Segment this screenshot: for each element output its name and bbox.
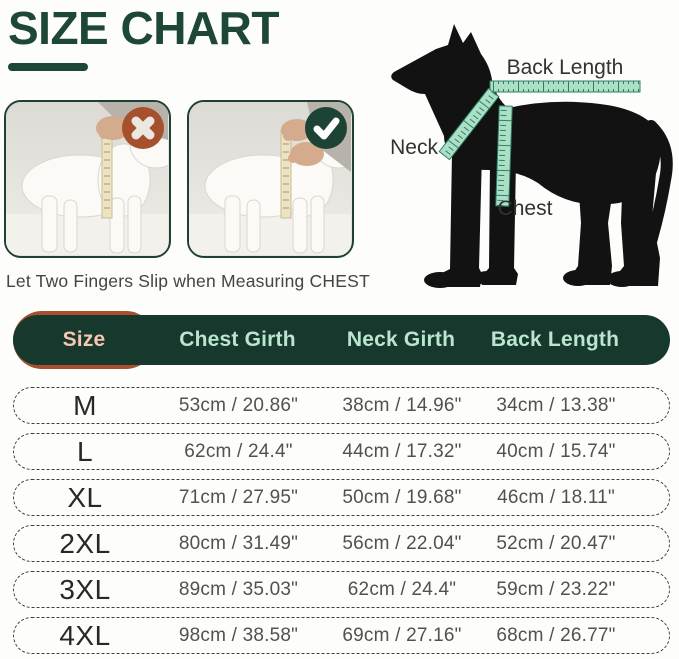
- header-back-length: Back Length: [490, 328, 620, 351]
- chest-tape: [495, 105, 513, 207]
- measuring-caption: Let Two Fingers Slip when Measuring CHES…: [6, 271, 370, 291]
- cell-neck-girth: 56cm / 22.04": [342, 532, 462, 554]
- title-underline: [8, 63, 88, 71]
- table-header: Size Chest Girth Neck Girth Back Length: [13, 311, 670, 369]
- cell-size: 4XL: [59, 619, 111, 651]
- neck-label: Neck: [390, 136, 438, 159]
- cell-size: 2XL: [59, 527, 111, 559]
- cell-back-length: 40cm / 15.74": [496, 440, 616, 462]
- cell-neck-girth: 44cm / 17.32": [342, 440, 462, 462]
- cell-size: 3XL: [59, 573, 111, 605]
- cell-back-length: 46cm / 18.11": [497, 486, 615, 508]
- page-title: SIZE CHART: [8, 2, 280, 54]
- table-row: L 62cm / 24.4" 44cm / 17.32" 40cm / 15.7…: [13, 433, 670, 470]
- size-table: Size Chest Girth Neck Girth Back Length …: [13, 311, 670, 659]
- cell-chest-girth: 89cm / 35.03": [178, 578, 299, 600]
- table-row: 2XL 80cm / 31.49" 56cm / 22.04" 52cm / 2…: [13, 525, 670, 562]
- dog-silhouette: [391, 24, 673, 288]
- cell-chest-girth: 98cm / 38.58": [178, 624, 299, 646]
- cell-neck-girth: 62cm / 24.4": [347, 578, 457, 600]
- cell-back-length: 52cm / 20.47": [496, 532, 616, 554]
- neck-tape: [438, 87, 500, 161]
- cell-chest-girth: 71cm / 27.95": [178, 486, 299, 508]
- cell-size: L: [76, 435, 94, 467]
- cell-neck-girth: 69cm / 27.16": [342, 624, 462, 646]
- table-body: M 53cm / 20.86" 38cm / 14.96" 34cm / 13.…: [13, 387, 670, 654]
- measuring-example-right: [187, 100, 354, 258]
- header-size: Size: [62, 328, 106, 351]
- check-icon: [305, 107, 347, 149]
- table-row: 4XL 98cm / 38.58" 69cm / 27.16" 68cm / 2…: [13, 617, 670, 654]
- cell-size: M: [73, 389, 97, 421]
- cell-back-length: 34cm / 13.38": [496, 394, 616, 416]
- measuring-example-wrong: [4, 100, 171, 258]
- cell-chest-girth: 53cm / 20.86": [178, 394, 299, 416]
- table-row: M 53cm / 20.86" 38cm / 14.96" 34cm / 13.…: [13, 387, 670, 424]
- header-neck-girth: Neck Girth: [346, 328, 456, 351]
- cell-neck-girth: 50cm / 19.68": [342, 486, 462, 508]
- measuring-tape: [101, 129, 113, 219]
- cell-chest-girth: 80cm / 31.49": [178, 532, 299, 554]
- back-length-tape: [489, 80, 641, 93]
- header-chest-girth: Chest Girth: [179, 328, 296, 351]
- measuring-tape: [280, 129, 292, 219]
- header-bar: [13, 315, 670, 365]
- x-icon: [122, 107, 164, 149]
- cell-chest-girth: 62cm / 24.4": [184, 440, 293, 462]
- cell-neck-girth: 38cm / 14.96": [342, 394, 462, 416]
- table-row: XL 71cm / 27.95" 50cm / 19.68" 46cm / 18…: [13, 479, 670, 516]
- table-row: 3XL 89cm / 35.03" 62cm / 24.4" 59cm / 23…: [13, 571, 670, 608]
- dog-diagram: Back Length Neck Chest: [390, 24, 673, 288]
- back-length-label: Back Length: [507, 56, 624, 79]
- cell-back-length: 68cm / 26.77": [496, 624, 616, 646]
- cell-size: XL: [67, 481, 103, 513]
- cell-back-length: 59cm / 23.22": [496, 578, 616, 600]
- chest-label: Chest: [498, 197, 553, 220]
